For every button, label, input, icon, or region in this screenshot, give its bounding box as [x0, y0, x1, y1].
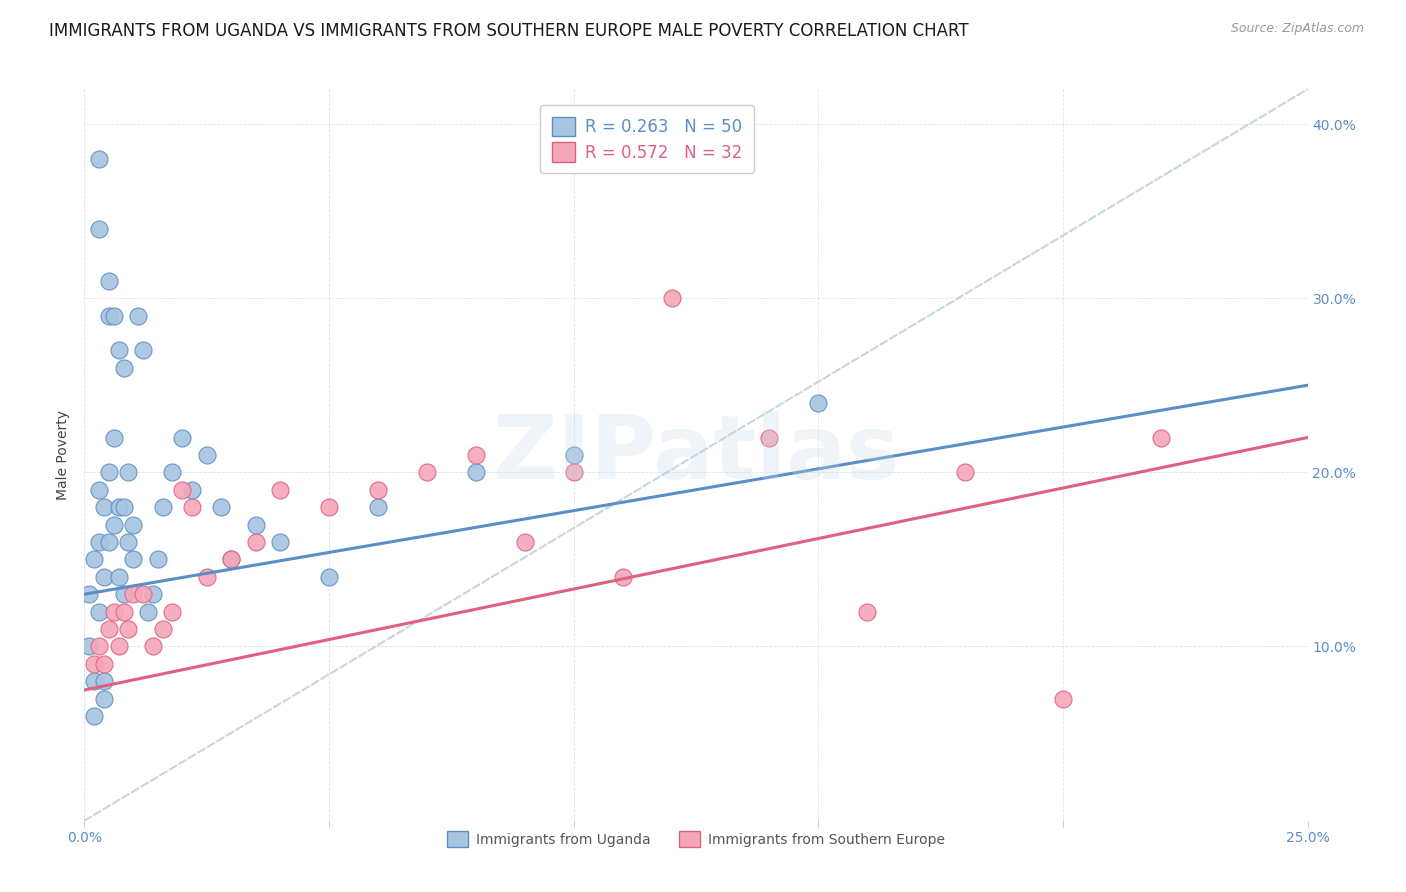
- Point: [122, 587, 145, 601]
- Y-axis label: Male Poverty: Male Poverty: [56, 410, 70, 500]
- Point: [77, 587, 100, 601]
- Point: [87, 605, 110, 619]
- Point: [122, 517, 145, 532]
- Point: [93, 691, 115, 706]
- Text: Source: ZipAtlas.com: Source: ZipAtlas.com: [1230, 22, 1364, 36]
- Point: [661, 291, 683, 305]
- Point: [93, 674, 115, 689]
- Point: [83, 552, 105, 566]
- Point: [1052, 691, 1074, 706]
- Point: [87, 483, 110, 497]
- Point: [142, 587, 165, 601]
- Point: [103, 517, 125, 532]
- Point: [142, 640, 165, 654]
- Point: [112, 360, 135, 375]
- Point: [152, 622, 174, 636]
- Point: [953, 466, 976, 480]
- Point: [367, 500, 389, 515]
- Point: [219, 552, 242, 566]
- Text: IMMIGRANTS FROM UGANDA VS IMMIGRANTS FROM SOUTHERN EUROPE MALE POVERTY CORRELATI: IMMIGRANTS FROM UGANDA VS IMMIGRANTS FRO…: [49, 22, 969, 40]
- Point: [117, 466, 139, 480]
- Point: [97, 466, 120, 480]
- Point: [97, 535, 120, 549]
- Point: [107, 500, 129, 515]
- Point: [172, 483, 194, 497]
- Point: [136, 605, 159, 619]
- Point: [152, 500, 174, 515]
- Point: [807, 395, 830, 409]
- Point: [146, 552, 169, 566]
- Point: [513, 535, 536, 549]
- Point: [87, 152, 110, 166]
- Point: [162, 605, 184, 619]
- Point: [464, 466, 486, 480]
- Point: [112, 500, 135, 515]
- Point: [93, 500, 115, 515]
- Point: [107, 570, 129, 584]
- Point: [245, 517, 267, 532]
- Point: [93, 657, 115, 671]
- Point: [1150, 430, 1173, 444]
- Point: [209, 500, 232, 515]
- Point: [269, 483, 291, 497]
- Point: [117, 622, 139, 636]
- Point: [269, 535, 291, 549]
- Point: [97, 309, 120, 323]
- Point: [97, 274, 120, 288]
- Point: [122, 552, 145, 566]
- Point: [181, 483, 204, 497]
- Point: [87, 640, 110, 654]
- Point: [219, 552, 242, 566]
- Point: [172, 430, 194, 444]
- Point: [758, 430, 780, 444]
- Point: [107, 640, 129, 654]
- Point: [97, 622, 120, 636]
- Point: [87, 535, 110, 549]
- Point: [195, 570, 218, 584]
- Point: [112, 587, 135, 601]
- Point: [416, 466, 439, 480]
- Point: [367, 483, 389, 497]
- Point: [83, 657, 105, 671]
- Point: [117, 535, 139, 549]
- Point: [127, 309, 149, 323]
- Point: [103, 605, 125, 619]
- Point: [83, 709, 105, 723]
- Point: [195, 448, 218, 462]
- Point: [87, 221, 110, 235]
- Point: [562, 466, 585, 480]
- Point: [464, 448, 486, 462]
- Point: [181, 500, 204, 515]
- Point: [245, 535, 267, 549]
- Point: [856, 605, 879, 619]
- Point: [562, 448, 585, 462]
- Point: [93, 570, 115, 584]
- Point: [132, 587, 155, 601]
- Text: ZIPatlas: ZIPatlas: [494, 411, 898, 499]
- Point: [162, 466, 184, 480]
- Point: [318, 500, 340, 515]
- Point: [612, 570, 634, 584]
- Point: [83, 674, 105, 689]
- Point: [107, 343, 129, 358]
- Point: [77, 640, 100, 654]
- Point: [103, 309, 125, 323]
- Point: [103, 430, 125, 444]
- Point: [318, 570, 340, 584]
- Point: [132, 343, 155, 358]
- Point: [112, 605, 135, 619]
- Legend: Immigrants from Uganda, Immigrants from Southern Europe: Immigrants from Uganda, Immigrants from …: [440, 824, 952, 854]
